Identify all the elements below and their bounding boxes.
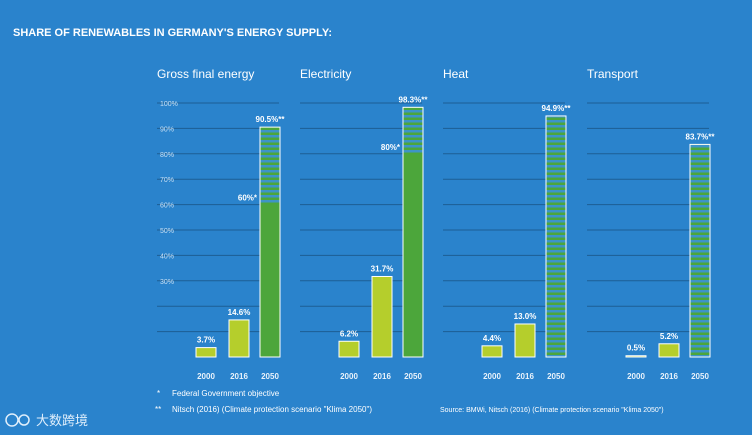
x-tick-label: 2000 (627, 372, 645, 381)
data-label: 94.9%** (542, 104, 572, 113)
data-label: 6.2% (340, 329, 358, 338)
watermark: 大数跨境 (5, 413, 88, 428)
bar-2050-projection (545, 115, 567, 358)
footnote-2: Nitsch (2016) (Climate protection scenar… (172, 405, 372, 414)
footnote-1-mark: * (157, 389, 160, 398)
panel-2: Heat 4.4% 2000 13.0% 2016 94.9%** 2050 (443, 67, 571, 381)
x-tick-label: 2000 (340, 372, 358, 381)
y-tick-label: 30% (160, 279, 174, 286)
x-tick-label: 2016 (516, 372, 534, 381)
panel-title: Transport (587, 67, 639, 81)
data-label: 3.7% (197, 336, 215, 345)
bar-2050-objective (403, 153, 423, 357)
panel-title: Gross final energy (157, 67, 254, 81)
bar (195, 347, 217, 358)
y-tick-label: 40% (160, 253, 174, 260)
x-tick-label: 2050 (261, 372, 279, 381)
y-tick-label: 70% (160, 177, 174, 184)
data-label: 13.0% (514, 312, 537, 321)
x-tick-label: 2050 (547, 372, 565, 381)
data-label: 98.3%** (399, 95, 429, 104)
bar (658, 343, 680, 358)
y-tick-label: 60% (160, 203, 174, 210)
data-label: 4.4% (483, 334, 501, 343)
footnotes: * Federal Government objective ** Nitsch… (155, 389, 372, 414)
bar (481, 345, 503, 358)
objective-label: 80%* (381, 143, 401, 152)
y-tick-label: 90% (160, 126, 174, 133)
panel-0: Gross final energy 100% 90% 80% 70% 60% 50% 40%… (157, 67, 285, 381)
x-tick-label: 2016 (373, 372, 391, 381)
watermark-text: 大数跨境 (36, 413, 88, 428)
bar (371, 275, 393, 358)
chart-panels: Gross final energy 100% 90% 80% 70% 60% 50% 40%… (157, 67, 715, 381)
data-label: 5.2% (660, 332, 678, 341)
objective-label: 60%* (238, 194, 258, 203)
footnote-1: Federal Government objective (172, 389, 280, 398)
data-label: 31.7% (371, 264, 394, 273)
bar (338, 340, 360, 358)
bar-2050-projection (689, 143, 711, 358)
chart-title: SHARE OF RENEWABLES IN GERMANY'S ENERGY … (13, 27, 332, 39)
x-tick-label: 2000 (197, 372, 215, 381)
y-tick-label: 80% (160, 152, 174, 159)
data-label: 83.7%** (686, 132, 716, 141)
data-label: 0.5% (627, 344, 645, 353)
x-tick-label: 2050 (404, 372, 422, 381)
panel-3: Transport 0.5% 2000 5.2% 2016 83.7%** 2050 (587, 67, 715, 381)
y-tick-label: 50% (160, 228, 174, 235)
source-note: Source: BMWi, Nitsch (2016) (Climate pro… (440, 407, 664, 414)
x-tick-label: 2000 (483, 372, 501, 381)
panel-title: Heat (443, 67, 469, 81)
bar-2050-objective (260, 204, 280, 357)
panel-1: Electricity 6.2% 2000 31.7% 2016 80%* 98.3%** 2… (300, 67, 428, 381)
bar (228, 319, 250, 358)
bar (625, 355, 647, 358)
footnote-2-mark: ** (155, 405, 161, 414)
data-label: 90.5%** (256, 115, 286, 124)
y-tick-label: 100% (160, 101, 178, 108)
bar (514, 323, 536, 358)
x-tick-label: 2050 (691, 372, 709, 381)
watermark-logo-icon (5, 413, 30, 427)
x-tick-label: 2016 (660, 372, 678, 381)
data-label: 14.6% (228, 308, 251, 317)
x-tick-label: 2016 (230, 372, 248, 381)
panel-title: Electricity (300, 67, 351, 81)
